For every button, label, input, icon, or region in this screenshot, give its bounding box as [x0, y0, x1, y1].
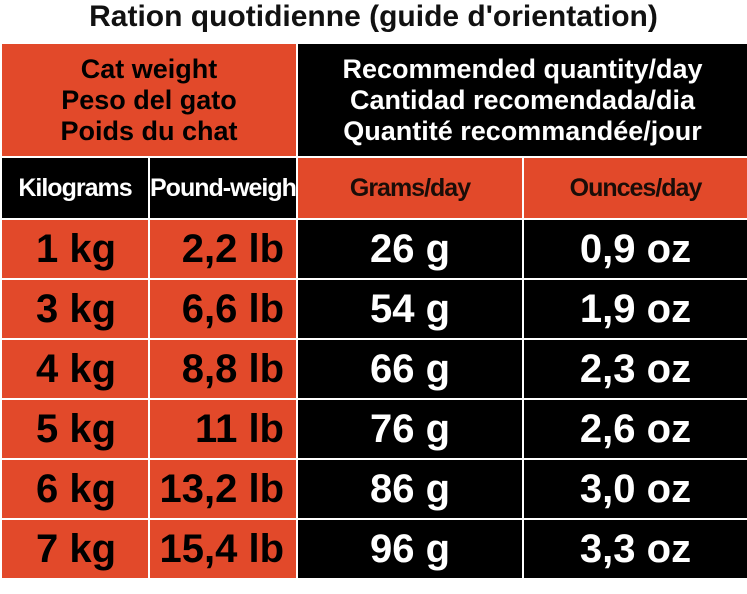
header-row: Cat weight Peso del gato Poids du chat R…: [0, 42, 747, 158]
table-row: 1 kg 2,2 lb 26 g 0,9 oz: [0, 218, 747, 280]
lb-cell: 2,2 lb: [148, 218, 298, 280]
recommended-fr: Quantité recommandée/jour: [343, 115, 702, 146]
cat-weight-en: Cat weight: [80, 53, 218, 84]
recommended-header: Recommended quantity/day Cantidad recome…: [295, 42, 747, 158]
recommended-es: Cantidad recomendada/dia: [349, 84, 696, 115]
lb-cell: 15,4 lb: [148, 518, 298, 580]
cat-weight-header: Cat weight Peso del gato Poids du chat: [0, 42, 298, 158]
ounces-cell: 3,3 oz: [521, 518, 747, 580]
grams-cell: 26 g: [296, 218, 524, 280]
ounces-cell: 2,6 oz: [521, 398, 747, 460]
grams-cell: 66 g: [296, 338, 524, 400]
lb-cell: 6,6 lb: [148, 278, 298, 340]
ounces-cell: 1,9 oz: [521, 278, 747, 340]
ounces-cell: 3,0 oz: [521, 458, 747, 520]
table-row: 7 kg 15,4 lb 96 g 3,3 oz: [0, 518, 747, 580]
lb-cell: 11 lb: [148, 398, 298, 460]
ounces-cell: 0,9 oz: [521, 218, 747, 280]
kilograms-header: Kilograms: [0, 156, 150, 220]
grams-cell: 86 g: [296, 458, 524, 520]
table-row: 4 kg 8,8 lb 66 g 2,3 oz: [0, 338, 747, 400]
table-row: 6 kg 13,2 lb 86 g 3,0 oz: [0, 458, 747, 520]
subheader-row: Kilograms Pound-weight Grams/day Ounces/…: [0, 156, 747, 220]
grams-cell: 76 g: [296, 398, 524, 460]
recommended-en: Recommended quantity/day: [342, 53, 703, 84]
kg-cell: 7 kg: [0, 518, 150, 580]
ounces-cell: 2,3 oz: [521, 338, 747, 400]
grams-header: Grams/day: [296, 156, 524, 220]
kg-cell: 5 kg: [0, 398, 150, 460]
ration-table: Cat weight Peso del gato Poids du chat R…: [0, 42, 747, 580]
page-title: Ration quotidienne (guide d'orientation): [89, 0, 658, 33]
kg-cell: 3 kg: [0, 278, 150, 340]
kg-cell: 1 kg: [0, 218, 150, 280]
table-row: 5 kg 11 lb 76 g 2,6 oz: [0, 398, 747, 460]
grams-cell: 54 g: [296, 278, 524, 340]
cat-weight-es: Peso del gato: [61, 84, 237, 115]
lb-cell: 13,2 lb: [148, 458, 298, 520]
kg-cell: 4 kg: [0, 338, 150, 400]
grams-cell: 96 g: [296, 518, 524, 580]
lb-cell: 8,8 lb: [148, 338, 298, 400]
kg-cell: 6 kg: [0, 458, 150, 520]
pounds-header: Pound-weight: [148, 156, 298, 220]
cat-weight-fr: Poids du chat: [60, 115, 238, 146]
ounces-header: Ounces/day: [521, 156, 747, 220]
table-row: 3 kg 6,6 lb 54 g 1,9 oz: [0, 278, 747, 340]
